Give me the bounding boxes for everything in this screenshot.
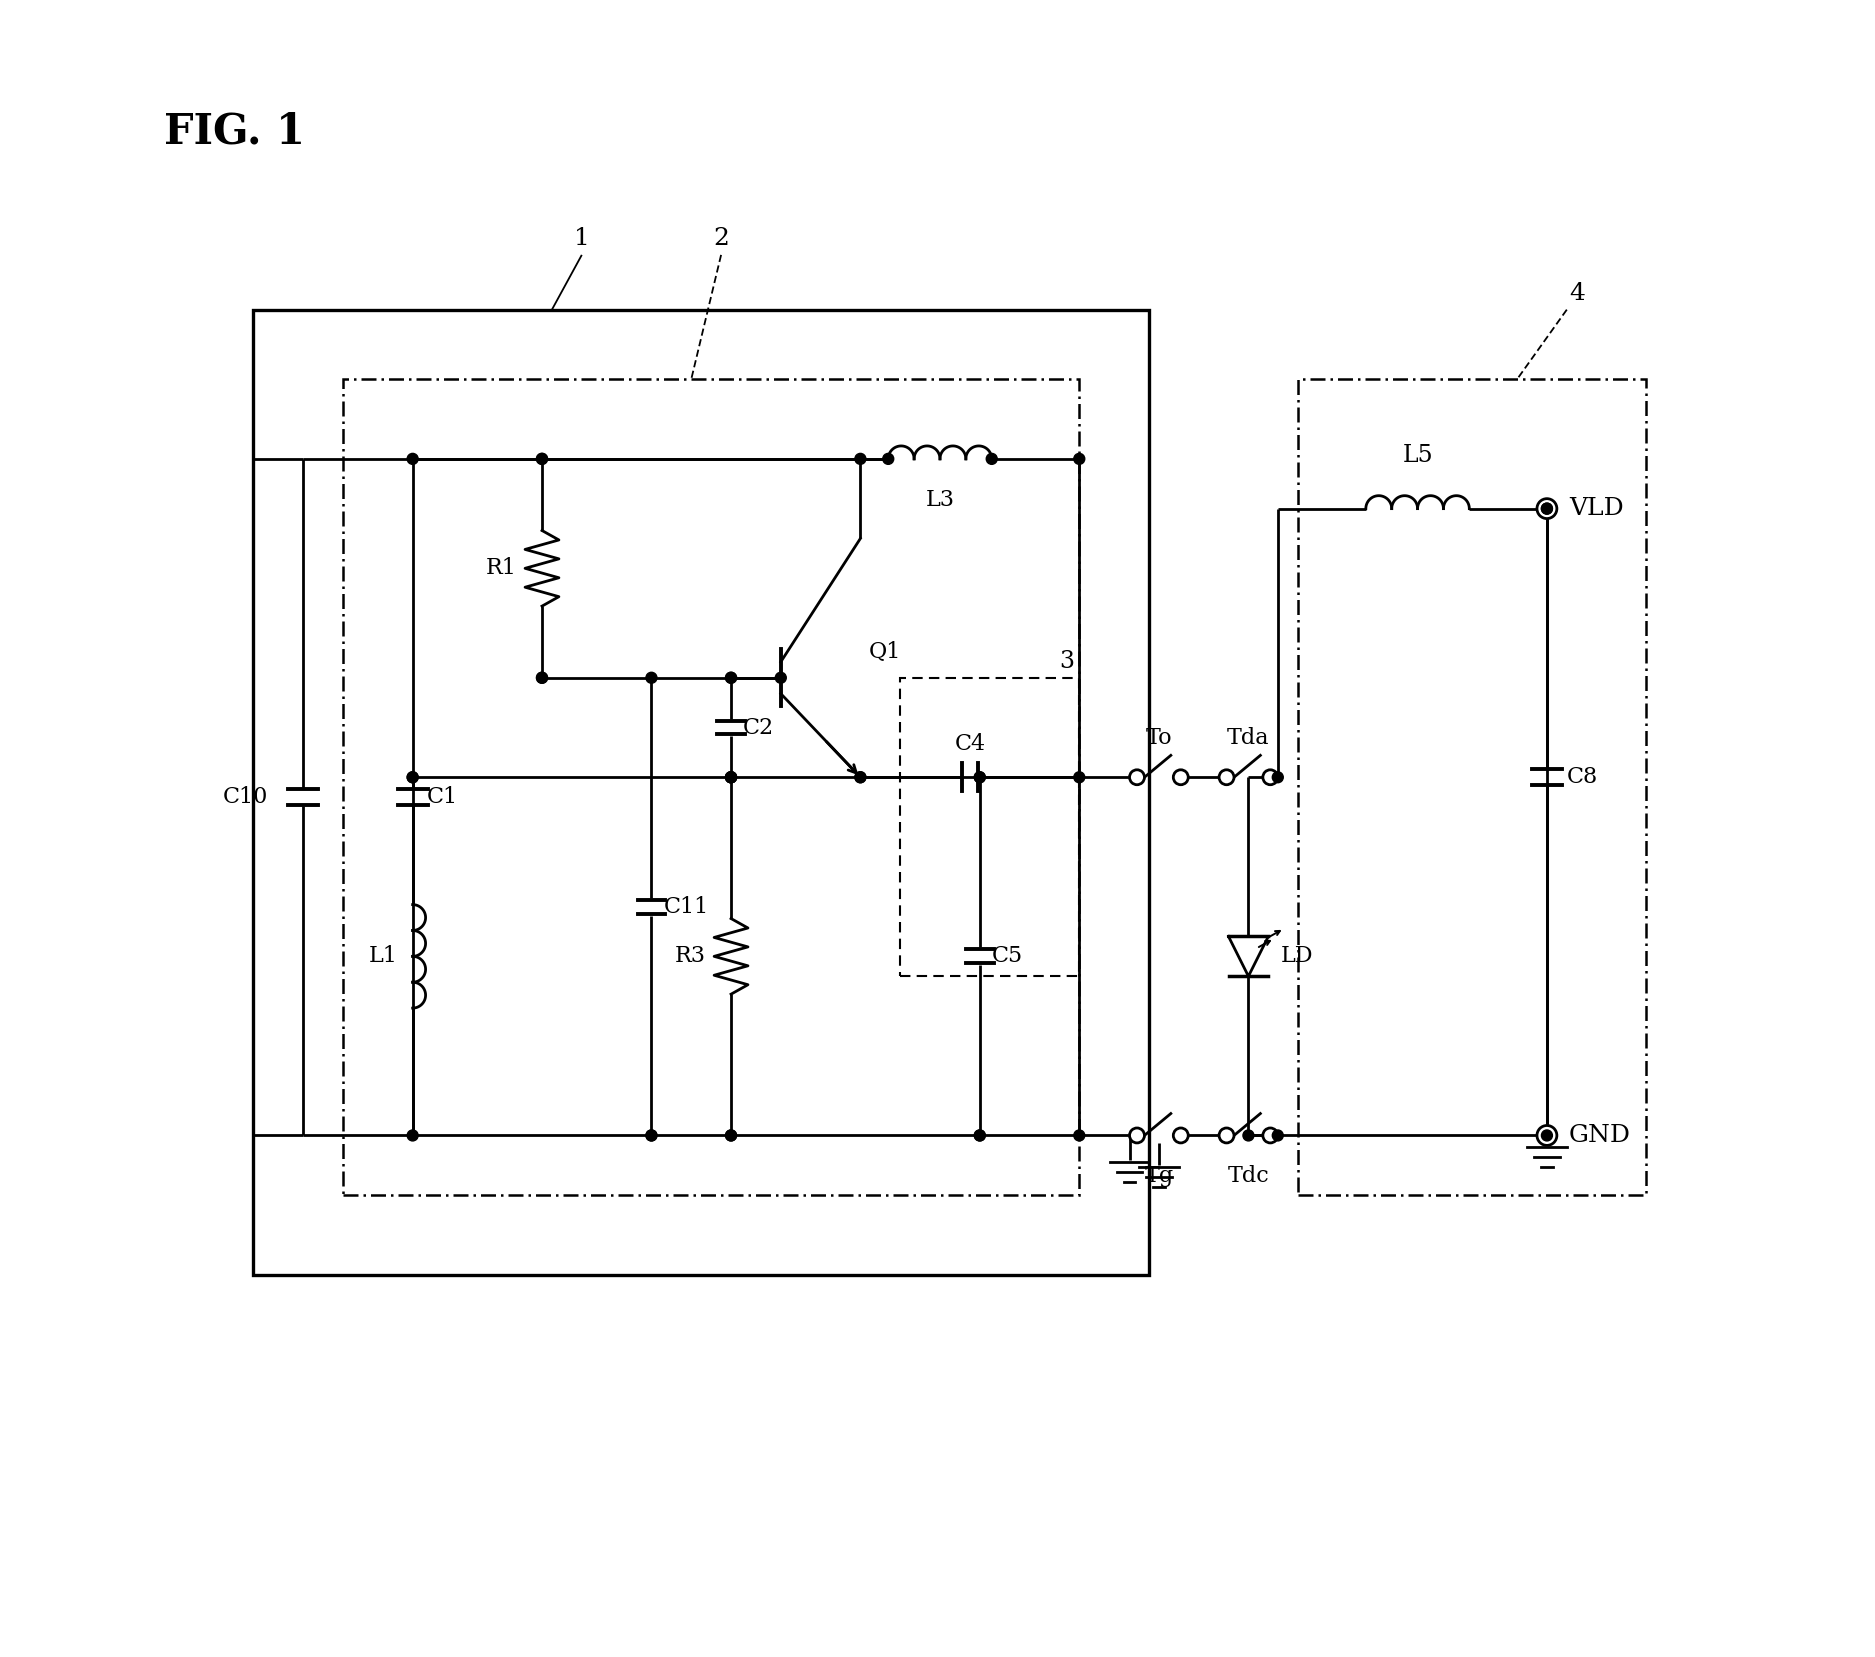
Text: L5: L5 <box>1402 444 1432 467</box>
Circle shape <box>1074 772 1086 782</box>
Circle shape <box>1219 771 1234 785</box>
Circle shape <box>407 772 418 782</box>
Circle shape <box>1541 504 1552 514</box>
Text: 1: 1 <box>574 227 589 250</box>
Circle shape <box>986 454 998 464</box>
Circle shape <box>1129 771 1144 785</box>
Text: To: To <box>1146 727 1172 749</box>
Circle shape <box>776 673 786 683</box>
Circle shape <box>536 673 548 683</box>
Text: Q1: Q1 <box>868 641 900 663</box>
Circle shape <box>1174 1128 1189 1143</box>
Circle shape <box>1273 1130 1282 1142</box>
Circle shape <box>726 772 737 782</box>
Bar <box>343 379 1080 1195</box>
Circle shape <box>536 673 548 683</box>
Text: Tda: Tda <box>1226 727 1269 749</box>
Text: 2: 2 <box>712 227 729 250</box>
Text: Tdc: Tdc <box>1228 1165 1269 1188</box>
Circle shape <box>407 1130 418 1142</box>
Text: GND: GND <box>1569 1123 1631 1147</box>
Text: C1: C1 <box>428 785 458 809</box>
Bar <box>253 310 1149 1274</box>
Circle shape <box>536 454 548 464</box>
Circle shape <box>855 454 866 464</box>
Text: C8: C8 <box>1568 766 1598 789</box>
Circle shape <box>1264 1128 1277 1143</box>
Circle shape <box>1219 1128 1234 1143</box>
Circle shape <box>975 1130 984 1142</box>
Circle shape <box>647 1130 656 1142</box>
Circle shape <box>1243 1130 1254 1142</box>
Circle shape <box>1174 771 1189 785</box>
Circle shape <box>536 454 548 464</box>
Circle shape <box>1541 1130 1552 1142</box>
Circle shape <box>1074 454 1086 464</box>
Circle shape <box>975 772 984 782</box>
Circle shape <box>726 1130 737 1142</box>
Text: C5: C5 <box>992 946 1024 968</box>
Text: R1: R1 <box>486 557 518 580</box>
Text: LD: LD <box>1281 946 1312 968</box>
Circle shape <box>1538 499 1556 519</box>
Circle shape <box>647 1130 656 1142</box>
Text: FIG. 1: FIG. 1 <box>163 111 306 152</box>
Circle shape <box>726 772 737 782</box>
Circle shape <box>975 772 984 782</box>
Text: VLD: VLD <box>1569 497 1624 520</box>
Circle shape <box>726 673 737 683</box>
Text: 4: 4 <box>1569 282 1584 305</box>
Circle shape <box>647 673 656 683</box>
Circle shape <box>1264 771 1277 785</box>
Circle shape <box>726 772 737 782</box>
Circle shape <box>407 454 418 464</box>
Text: L1: L1 <box>369 946 398 968</box>
Circle shape <box>855 772 866 782</box>
Circle shape <box>855 772 866 782</box>
Text: C4: C4 <box>954 734 986 756</box>
Text: 3: 3 <box>1059 650 1074 673</box>
Bar <box>900 678 1080 976</box>
Text: Tg: Tg <box>1144 1165 1174 1188</box>
Text: R3: R3 <box>675 946 707 968</box>
Circle shape <box>1129 1128 1144 1143</box>
Circle shape <box>726 1130 737 1142</box>
Circle shape <box>883 454 894 464</box>
Circle shape <box>726 772 737 782</box>
Circle shape <box>1538 1125 1556 1145</box>
Bar <box>1298 379 1646 1195</box>
Circle shape <box>975 1130 984 1142</box>
Text: C2: C2 <box>742 716 774 739</box>
Text: C10: C10 <box>223 785 268 809</box>
Circle shape <box>1074 1130 1086 1142</box>
Circle shape <box>1541 504 1552 514</box>
Circle shape <box>407 772 418 782</box>
Circle shape <box>1273 772 1282 782</box>
Text: C11: C11 <box>664 895 709 918</box>
Circle shape <box>726 673 737 683</box>
Text: L3: L3 <box>926 489 954 510</box>
